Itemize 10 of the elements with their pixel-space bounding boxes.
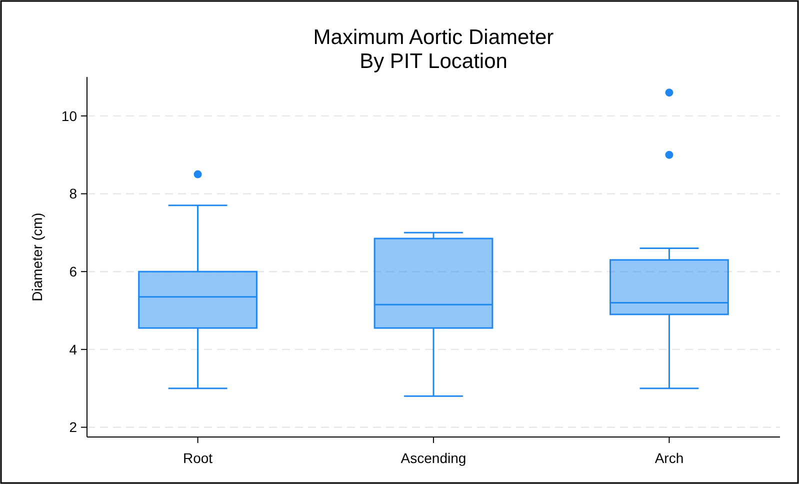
y-tick-label: 8 (69, 186, 78, 202)
y-tick-label: 4 (69, 341, 78, 358)
y-axis-title: Diameter (cm) (29, 212, 45, 302)
y-tick-label: 6 (69, 263, 78, 280)
x-tick-label: Ascending (400, 450, 466, 466)
y-tick-label: 10 (61, 108, 78, 124)
x-tick-label: Arch (654, 450, 684, 466)
x-tick-label: Root (182, 450, 213, 466)
chart-title: Maximum Aortic Diameter By PIT Location (313, 26, 554, 73)
y-tick-label: 2 (69, 419, 78, 436)
